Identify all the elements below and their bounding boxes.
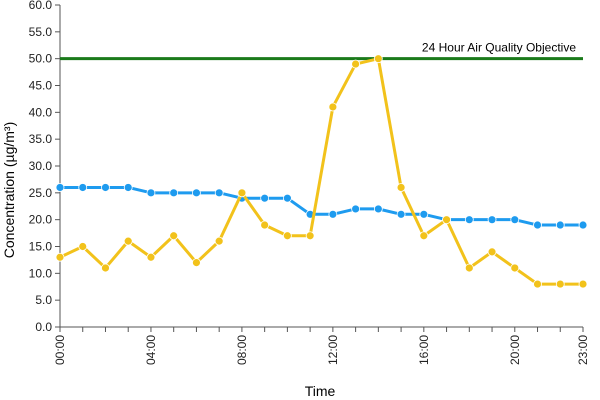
y-tick-label: 55.0: [29, 25, 53, 39]
x-tick-label: 20:00: [508, 335, 522, 365]
y-tick-label: 35.0: [29, 132, 53, 146]
series-1-point: [55, 183, 65, 192]
series-2-point: [464, 263, 474, 273]
series-1-point: [328, 209, 338, 219]
series-2-point: [533, 279, 542, 289]
y-tick-label: 40.0: [29, 105, 53, 119]
x-tick-label: 23:00: [576, 335, 590, 365]
y-tick-label: 60.0: [29, 0, 53, 12]
series-2-point: [510, 263, 520, 273]
series-1-point: [487, 215, 497, 225]
y-tick-label: 30.0: [29, 159, 53, 173]
series-2-point: [146, 252, 156, 262]
series-1-point: [396, 209, 406, 219]
series-1-point: [146, 188, 156, 198]
series-2-point: [55, 252, 65, 262]
x-tick-label: 08:00: [235, 335, 249, 365]
series-2-point: [101, 263, 110, 273]
y-tick-label: 15.0: [29, 240, 53, 254]
series-1-point: [214, 188, 224, 198]
series-2-point: [555, 279, 565, 289]
y-tick-label: 45.0: [29, 79, 53, 93]
series-1-point: [510, 215, 520, 225]
series-2-point: [442, 215, 451, 225]
series-2-point: [396, 183, 406, 192]
series-line-2: [59, 57, 583, 286]
series-2-point: [373, 54, 383, 64]
series-2-point: [78, 242, 88, 251]
series-1-point: [192, 188, 201, 198]
series-2-point: [214, 236, 224, 246]
series-2-point: [260, 220, 270, 230]
series-line-1: [60, 185, 583, 227]
x-axis-title: Time: [305, 383, 336, 399]
series-1-point: [533, 220, 542, 230]
reference-line-label: 24 Hour Air Quality Objective: [422, 41, 576, 55]
series-2-point: [192, 258, 201, 268]
y-tick-label: 0.0: [35, 320, 52, 334]
series-1-point: [282, 193, 292, 203]
series-1-point: [373, 204, 383, 214]
y-axis-title: Concentration (µg/m³): [1, 122, 17, 258]
series-1-point: [123, 183, 133, 192]
plot-area: 0.0 5.0 10.0 15.0 20.0 25.0 30.0 35.0 40.0 45.0 50…: [29, 0, 590, 365]
series-1-point: [419, 209, 429, 219]
x-tick-label: 00:00: [53, 335, 67, 365]
series-1-point: [169, 188, 179, 198]
series-2-point: [169, 231, 179, 241]
y-tick-label: 5.0: [35, 293, 52, 307]
series-2-point: [578, 279, 588, 289]
series-1-point: [555, 220, 565, 230]
x-tick-label: 12:00: [326, 335, 340, 365]
series-1-point: [351, 204, 361, 214]
series-2-point: [237, 188, 247, 198]
y-tick-label: 10.0: [29, 266, 53, 280]
series-2-point: [351, 59, 361, 69]
series-2-point: [305, 231, 315, 241]
series-1-point: [464, 215, 474, 225]
series-1-point: [78, 183, 88, 192]
y-tick-label: 20.0: [29, 213, 53, 227]
y-tick-label: 50.0: [29, 52, 53, 66]
series-1-point: [260, 193, 270, 203]
series-1-point: [578, 220, 588, 230]
x-tick-label: 04:00: [144, 335, 158, 365]
series-1-point: [101, 183, 110, 192]
series-2-point: [328, 102, 338, 112]
series-2-point: [419, 231, 429, 241]
x-tick-label: 16:00: [417, 335, 431, 365]
series-2-point: [123, 236, 133, 246]
series-2-point: [487, 247, 497, 257]
series-2-point: [282, 231, 292, 241]
y-tick-label: 25.0: [29, 186, 53, 200]
